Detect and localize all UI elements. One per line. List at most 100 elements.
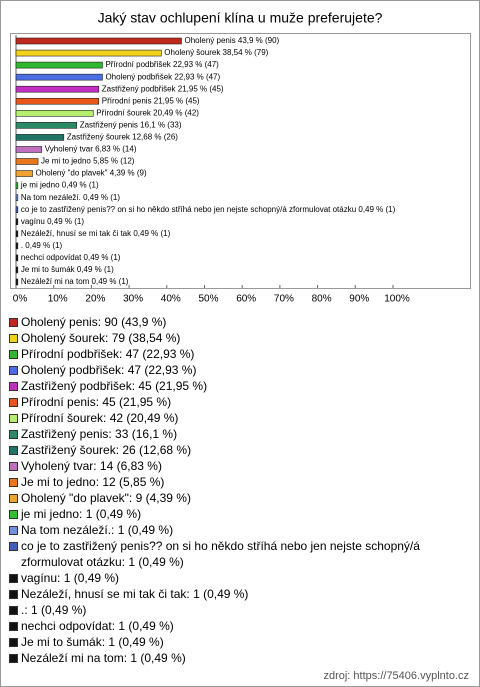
legend-swatch: [9, 510, 18, 519]
bar-label: Oholený šourek 38,54 % (79): [164, 48, 268, 57]
chart-title: Jaký stav ochlupení klína u muže preferu…: [98, 10, 383, 26]
bar-label: Zastřižený podbřišek 21,95 % (45): [102, 84, 224, 93]
legend-item: Přírodní penis: 45 (21,95 %): [9, 394, 464, 410]
x-tick-label: 90%: [349, 294, 369, 305]
legend-item: Vyholený tvar: 14 (6,83 %): [9, 458, 464, 474]
legend-label: nechci odpovídat: 1 (0,49 %): [21, 619, 174, 633]
bar-label: . 0,49 % (1): [21, 241, 63, 250]
legend-item: Oholený šourek: 79 (38,54 %): [9, 330, 464, 346]
legend-item: Přírodní šourek: 42 (20,49 %): [9, 410, 464, 426]
x-tick-label: 70%: [274, 294, 294, 305]
bar-label: Nezáleží mi na tom 0,49 % (1): [21, 277, 129, 286]
legend-item: co je to zastřižený penis?? on si ho něk…: [9, 538, 464, 570]
legend-label: Přírodní penis: 45 (21,95 %): [21, 395, 172, 409]
legend-item: nechci odpovídat: 1 (0,49 %): [9, 618, 464, 634]
bar-label: Oholený podbřišek 22,93 % (47): [105, 72, 220, 81]
x-tick-label: 20%: [85, 294, 105, 305]
legend-swatch: [9, 478, 18, 487]
x-tick-label: 50%: [198, 294, 218, 305]
legend-swatch: [9, 382, 18, 391]
bar-label: Zastřižený penis 16,1 % (33): [80, 120, 182, 129]
bar-label: Je mi to jedno 5,85 % (12): [41, 157, 135, 166]
chart: Jaký stav ochlupení klína u muže preferu…: [10, 10, 471, 305]
legend-label: vagínu: 1 (0,49 %): [21, 571, 120, 585]
legend-item: .: 1 (0,49 %): [9, 602, 464, 618]
legend-item: Oholený podbřišek: 47 (22,93 %): [9, 362, 464, 378]
legend-swatch: [9, 654, 18, 663]
legend-item: Zastřižený podbřišek: 45 (21,95 %): [9, 378, 464, 394]
legend-item: Je mi to šumák: 1 (0,49 %): [9, 634, 464, 650]
bar-label: je mi jedno 0,49 % (1): [20, 181, 99, 190]
legend-label: .: 1 (0,49 %): [21, 603, 87, 617]
legend-label: Oholený podbřišek: 47 (22,93 %): [21, 363, 197, 377]
bar: [15, 266, 19, 274]
bar: [15, 49, 162, 57]
x-tick-label: 60%: [236, 294, 256, 305]
legend-item: Oholený "do plavek": 9 (4,39 %): [9, 490, 464, 506]
legend-swatch: [9, 334, 18, 343]
legend-swatch: [9, 494, 18, 503]
bar: [15, 254, 19, 262]
x-tick-label: 10%: [48, 294, 68, 305]
legend-label: Zastřižený šourek: 26 (12,68 %): [21, 443, 192, 457]
bar: [15, 73, 103, 81]
bar: [15, 122, 77, 129]
legend-item: Nezáleží mi na tom: 1 (0,49 %): [9, 650, 464, 666]
plot-frame: [10, 33, 471, 289]
legend-item: vagínu: 1 (0,49 %): [9, 570, 464, 586]
bar: [15, 170, 33, 177]
x-tick-label: 40%: [161, 294, 181, 305]
legend-swatch: [9, 462, 18, 471]
bar-label: Přírodní podbřišek 22,93 % (47): [105, 60, 219, 69]
bar: [15, 230, 19, 238]
bar-label: Oholený "do plavek" 4,39 % (9): [36, 169, 147, 178]
bar-label: Přírodní šourek 20,49 % (42): [96, 108, 199, 117]
bar: [15, 218, 19, 226]
legend-label: Oholený "do plavek": 9 (4,39 %): [21, 491, 191, 505]
legend-item: Nezáleží, hnusí se mi tak či tak: 1 (0,4…: [9, 586, 464, 602]
x-tick-label: 30%: [123, 294, 143, 305]
bar: [15, 206, 19, 213]
legend-label: Přírodní šourek: 42 (20,49 %): [21, 411, 179, 425]
bar-label: Vyholený tvar 6,83 % (14): [45, 145, 137, 154]
legend-item: Oholený penis: 90 (43,9 %): [9, 314, 464, 330]
legend-item: Je mi to jedno: 12 (5,85 %): [9, 474, 464, 490]
bar-label: Na tom nezáleží. 0,49 % (1): [21, 193, 120, 202]
legend-swatch: [9, 606, 18, 615]
legend-item: Zastřižený penis: 33 (16,1 %): [9, 426, 464, 442]
bar: [15, 134, 65, 141]
bar: [15, 194, 19, 201]
legend-label: Vyholený tvar: 14 (6,83 %): [21, 459, 162, 473]
bar-label: Je mi to šumák 0,49 % (1): [21, 265, 114, 274]
bar: [15, 242, 19, 250]
legend-label: je mi jedno: 1 (0,49 %): [21, 507, 142, 521]
legend-label: Přírodní podbřišek: 47 (22,93 %): [21, 347, 195, 361]
legend-swatch: [9, 414, 18, 423]
bar: [15, 61, 103, 69]
legend-swatch: [9, 318, 18, 327]
bar: [15, 182, 19, 189]
bar: [15, 37, 182, 45]
legend-item: Přírodní podbřišek: 47 (22,93 %): [9, 346, 464, 362]
legend-item: Na tom nezáleží.: 1 (0,49 %): [9, 522, 464, 538]
legend-label: Je mi to jedno: 12 (5,85 %): [21, 475, 165, 489]
bar-label: Nezáleží, hnusí se mi tak či tak 0,49 % …: [21, 229, 171, 238]
legend-swatch: [9, 446, 18, 455]
legend-swatch: [9, 590, 18, 599]
bar-label: nechci odpovídat 0,49 % (1): [21, 253, 121, 262]
bar-label: vagínu 0,49 % (1): [21, 217, 84, 226]
bar: [15, 278, 19, 286]
legend-item: je mi jedno: 1 (0,49 %): [9, 506, 464, 522]
legend-label: Zastřižený penis: 33 (16,1 %): [21, 427, 178, 441]
legend-swatch: [9, 398, 18, 407]
bar: [15, 110, 94, 117]
x-tick-label: 0%: [13, 294, 28, 305]
bar: [15, 97, 100, 105]
bar-label: co je to zastřižený penis?? on si ho něk…: [21, 205, 396, 214]
legend-label: Oholený šourek: 79 (38,54 %): [21, 331, 181, 345]
legend-label: Oholený penis: 90 (43,9 %): [21, 315, 167, 329]
bar: [15, 146, 43, 153]
bar-label: Zastřižený šourek 12,68 % (26): [67, 133, 178, 142]
legend-swatch: [9, 366, 18, 375]
